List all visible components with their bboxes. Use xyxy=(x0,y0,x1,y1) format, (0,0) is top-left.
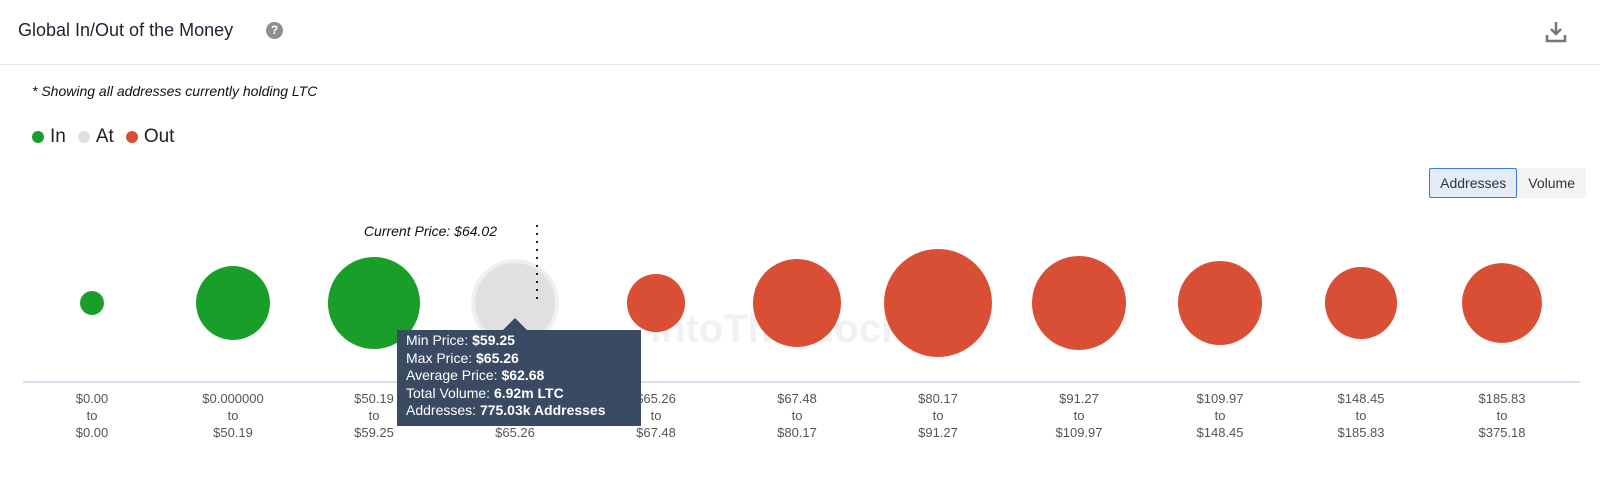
x-tick-label: to xyxy=(1215,408,1226,423)
bubble xyxy=(1031,255,1127,351)
bubble xyxy=(327,256,421,350)
legend-dot xyxy=(125,131,138,143)
x-tick-label: to xyxy=(1074,408,1085,423)
bubble xyxy=(884,249,992,357)
x-tick-label: $0.00 xyxy=(76,391,109,406)
tooltip: Min Price: $59.25 Max Price: $65.26 Averag… xyxy=(397,330,641,426)
tooltip-row: Max Price: $65.26 xyxy=(406,350,632,368)
legend-dot xyxy=(77,131,90,143)
tooltip-row: Min Price: $59.25 xyxy=(406,332,632,350)
x-tick-label: $375.18 xyxy=(1479,425,1526,440)
x-tick-label: $80.17 xyxy=(918,391,958,406)
x-tick-label: $185.83 xyxy=(1479,391,1526,406)
tooltip-value: $65.26 xyxy=(476,349,519,366)
bubble xyxy=(80,291,104,315)
x-tick-label: $67.48 xyxy=(636,425,676,440)
toggle-button[interactable]: Addresses xyxy=(1429,168,1518,198)
legend-item: Out xyxy=(125,126,175,148)
help-icon[interactable]: ? xyxy=(266,22,283,39)
bubble xyxy=(1177,260,1263,346)
x-tick-label: $91.27 xyxy=(918,425,958,440)
legend-dot xyxy=(32,131,44,143)
tooltip-row: Addresses: 775.03k Addresses xyxy=(406,402,632,420)
x-tick-label: to xyxy=(87,408,98,423)
tooltip-caret xyxy=(503,318,527,330)
x-tick-label: $0.00 xyxy=(76,425,109,440)
x-tick-label: $80.17 xyxy=(777,425,817,440)
tooltip-label: Min Price: xyxy=(406,332,469,348)
x-tick-label: $59.25 xyxy=(354,425,394,440)
tooltip-label: Max Price: xyxy=(406,349,473,366)
bubble xyxy=(752,258,842,348)
x-tick-label: $0.000000 xyxy=(202,391,263,406)
bubble xyxy=(1324,266,1398,340)
bubble xyxy=(1462,263,1542,343)
x-tick-label: $185.83 xyxy=(1338,425,1385,440)
x-tick-label: to xyxy=(933,408,944,423)
x-tick-label: $65.26 xyxy=(636,391,676,406)
tooltip-value: 775.03k Addresses xyxy=(479,402,606,418)
x-tick-label: to xyxy=(1356,408,1367,423)
x-tick-label: $67.48 xyxy=(777,391,817,406)
legend-label: In xyxy=(50,126,66,147)
tooltip-label: Average Price: xyxy=(406,367,498,383)
x-tick-label: to xyxy=(1497,408,1508,423)
toggle-button[interactable]: Volume xyxy=(1517,168,1586,198)
x-tick-label: $148.45 xyxy=(1338,391,1385,406)
legend-label: Out xyxy=(143,126,175,147)
bubble xyxy=(626,273,686,333)
legend: In At Out xyxy=(32,126,174,148)
x-tick-label: $65.26 xyxy=(495,425,535,440)
bubble xyxy=(196,266,270,340)
header: Global In/Out of the Money ? xyxy=(0,0,1600,65)
x-tick-label: $109.97 xyxy=(1056,425,1103,440)
tooltip-label: Total Volume: xyxy=(406,384,491,401)
legend-label: At xyxy=(95,126,114,147)
tooltip-label: Addresses: xyxy=(406,402,477,418)
toggle: Addresses Volume xyxy=(1429,168,1586,198)
download-icon[interactable] xyxy=(1544,20,1568,44)
current-price-label: Current Price: $64.02 xyxy=(364,223,497,239)
x-tick-label: $109.97 xyxy=(1197,391,1244,406)
x-tick-label: to xyxy=(651,408,662,423)
x-tick-label: $148.45 xyxy=(1197,425,1244,440)
tooltip-value: $59.25 xyxy=(472,332,515,348)
legend-item: In xyxy=(32,126,66,148)
note: * Showing all addresses currently holdin… xyxy=(32,83,318,99)
legend-item: At xyxy=(77,126,114,148)
x-tick-label: to xyxy=(792,408,803,423)
tooltip-row: Average Price: $62.68 xyxy=(406,367,632,385)
x-tick-label: $50.19 xyxy=(213,425,253,440)
x-tick-label: $50.19 xyxy=(354,391,394,406)
x-tick-label: $91.27 xyxy=(1059,391,1099,406)
tooltip-row: Total Volume: 6.92m LTC xyxy=(406,385,632,403)
x-tick-label: to xyxy=(369,408,380,423)
tooltip-value: 6.92m LTC xyxy=(493,384,564,401)
title: Global In/Out of the Money xyxy=(18,20,234,40)
x-tick-label: to xyxy=(228,408,239,423)
tooltip-value: $62.68 xyxy=(501,367,545,383)
